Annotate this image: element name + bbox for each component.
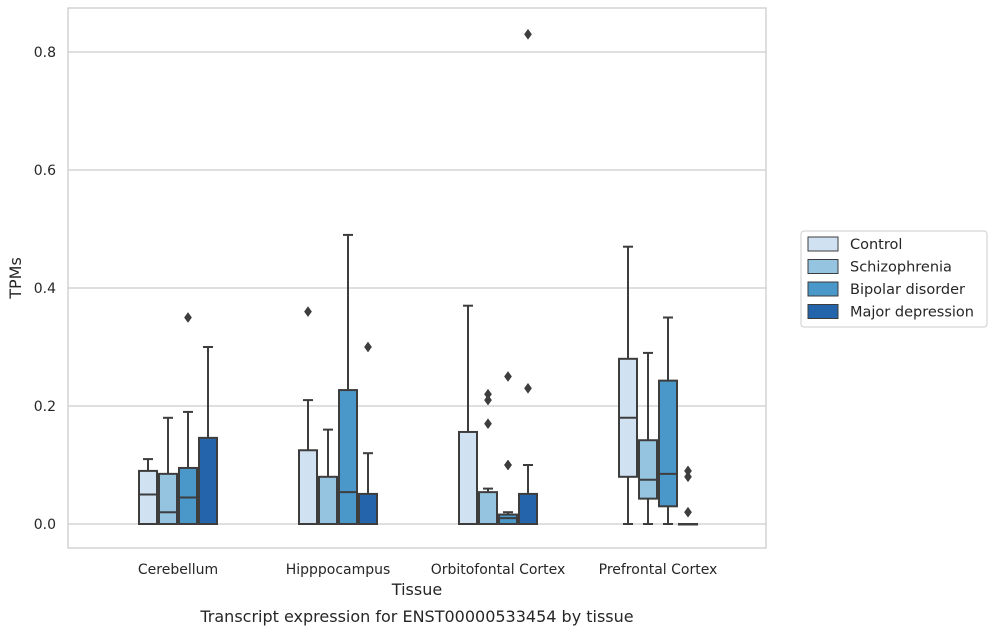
figure-caption: Transcript expression for ENST0000053345… bbox=[199, 607, 633, 626]
legend-swatch bbox=[807, 259, 839, 274]
box-body bbox=[198, 436, 218, 525]
box-body bbox=[498, 513, 518, 525]
box-body bbox=[138, 469, 158, 525]
outlier-point bbox=[304, 306, 312, 318]
y-tick-label: 0.2 bbox=[34, 399, 56, 415]
plot-frame bbox=[67, 7, 767, 549]
box-body bbox=[638, 439, 658, 500]
box-schizophrenia bbox=[478, 388, 498, 526]
box-body bbox=[318, 475, 338, 525]
legend-frame bbox=[800, 230, 988, 328]
box-body bbox=[478, 491, 498, 526]
x-tick-label: Prefrontal Cortex bbox=[599, 562, 718, 578]
outlier-point bbox=[504, 459, 512, 471]
box-major-depression bbox=[198, 346, 218, 525]
outlier-point bbox=[184, 312, 192, 323]
box-schizophrenia bbox=[158, 416, 178, 526]
x-axis-label: Tissue bbox=[391, 580, 442, 599]
y-axis-ticks: 0.0 0.2 0.4 0.6 0.8 bbox=[34, 45, 56, 533]
box-body bbox=[158, 472, 178, 526]
outlier-point bbox=[504, 371, 512, 382]
outlier-point bbox=[524, 28, 532, 40]
legend-swatch bbox=[807, 304, 839, 319]
legend-label: Schizophrenia bbox=[850, 260, 952, 276]
outlier-point bbox=[364, 341, 372, 353]
y-tick-label: 0.8 bbox=[34, 45, 56, 61]
box-body bbox=[518, 492, 538, 526]
box-bipolar-disorder bbox=[658, 316, 678, 525]
outlier-point bbox=[684, 506, 692, 518]
box-control bbox=[618, 245, 638, 525]
y-tick-label: 0.0 bbox=[34, 517, 56, 533]
box-body bbox=[358, 492, 378, 526]
box-bipolar-disorder bbox=[338, 233, 358, 525]
box-groups bbox=[138, 28, 698, 526]
box-body bbox=[458, 430, 478, 525]
legend: Control Schizophrenia Bipolar disorder Majo… bbox=[800, 230, 988, 328]
x-tick-label: Hipppocampus bbox=[286, 562, 391, 578]
outlier-point bbox=[684, 471, 692, 483]
outlier-point bbox=[484, 418, 492, 430]
outlier-point bbox=[484, 394, 492, 406]
outlier-point bbox=[524, 382, 532, 394]
box-body bbox=[298, 449, 318, 525]
box-control bbox=[458, 304, 478, 525]
legend-label: Control bbox=[850, 237, 902, 253]
legend-swatch bbox=[807, 281, 839, 297]
legend-label: Major depression bbox=[850, 305, 974, 321]
legend-label: Bipolar disorder bbox=[850, 282, 965, 298]
y-tick-label: 0.4 bbox=[34, 281, 56, 297]
box-bipolar-disorder bbox=[498, 371, 518, 525]
box-major-depression bbox=[358, 341, 378, 526]
box-body bbox=[338, 389, 358, 525]
legend-swatch bbox=[807, 236, 839, 252]
y-tick-label: 0.6 bbox=[34, 163, 56, 179]
x-tick-label: Orbitofontal Cortex bbox=[431, 562, 566, 578]
box-major-depression bbox=[518, 28, 538, 526]
y-axis-label: TPMs bbox=[6, 257, 25, 300]
outlier-point bbox=[684, 465, 692, 477]
outlier-point bbox=[484, 388, 492, 400]
box-major-depression bbox=[678, 465, 698, 526]
box-control bbox=[298, 306, 318, 525]
box-body bbox=[658, 379, 678, 508]
box-schizophrenia bbox=[638, 351, 658, 525]
x-axis-ticks: Cerebellum Hipppocampus Orbitofontal Corte… bbox=[138, 562, 717, 578]
x-tick-label: Cerebellum bbox=[138, 562, 218, 578]
box-control bbox=[138, 458, 158, 525]
box-bipolar-disorder bbox=[178, 312, 198, 526]
box-body bbox=[178, 466, 198, 526]
box-schizophrenia bbox=[318, 428, 338, 525]
